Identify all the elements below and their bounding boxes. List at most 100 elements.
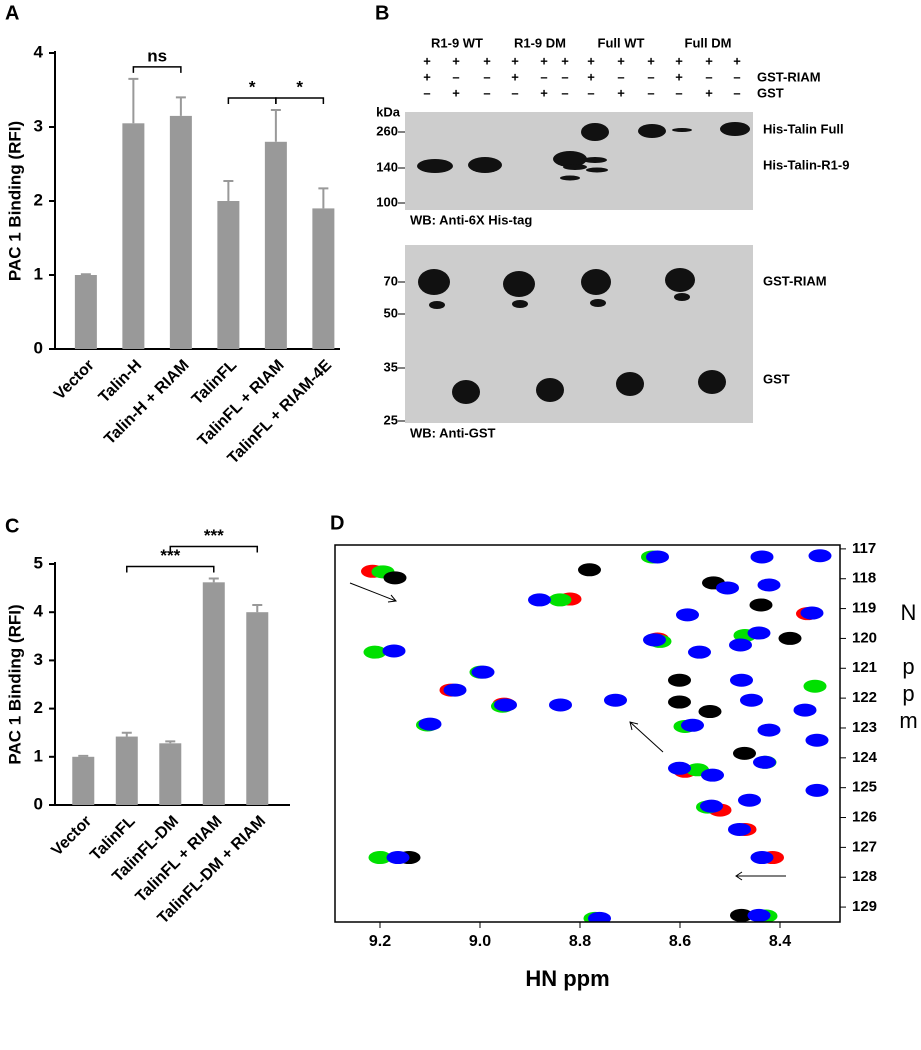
marker-label: 260 — [376, 123, 398, 138]
y-tick-label: 4 — [34, 42, 44, 61]
x-tick-label: TalinFL + RIAM — [195, 357, 288, 450]
peak — [738, 793, 761, 807]
x-axis-label: HN ppm — [525, 966, 609, 991]
error-bar — [223, 180, 234, 201]
significance-label: ns — [147, 46, 167, 65]
lane-sign: + — [423, 69, 431, 84]
peak — [716, 581, 739, 595]
peak — [386, 851, 410, 865]
y-tick-label: 129 — [852, 898, 877, 915]
peak — [701, 768, 724, 782]
lane-sign: + — [511, 69, 519, 84]
band-label: His-Talin-R1-9 — [763, 157, 849, 172]
y-tick-label: 117 — [852, 540, 876, 557]
error-bar — [175, 96, 186, 116]
bar — [217, 201, 240, 349]
y-tick-label: 1 — [34, 264, 43, 283]
peak — [805, 733, 829, 747]
y-axis-label: PAC 1 Binding (RFI) — [5, 121, 24, 281]
wb-label: WB: Anti-6X His-tag — [410, 212, 532, 227]
peak — [740, 693, 763, 707]
y-tick-label: 4 — [34, 602, 44, 621]
marker-label: 35 — [384, 359, 398, 374]
x-tick-label: Vector — [51, 357, 98, 404]
lane-sign: – — [587, 85, 594, 100]
significance-label: *** — [204, 526, 224, 545]
peak — [383, 571, 407, 585]
shift-arrows — [349, 582, 786, 881]
peak — [778, 631, 802, 645]
peak — [643, 633, 666, 647]
y-tick-label: 1 — [34, 746, 43, 765]
peak — [548, 593, 572, 607]
y-tick-label: 123 — [852, 719, 877, 736]
lane-sign: – — [561, 69, 568, 84]
peak — [668, 673, 691, 687]
bar — [115, 736, 138, 805]
y-axis-label: N ppm — [896, 600, 921, 735]
error-bar — [318, 187, 329, 209]
marker-label: 140 — [376, 159, 398, 174]
lane-sign: – — [483, 85, 490, 100]
significance-label: * — [249, 77, 256, 96]
lane-sign: – — [483, 69, 490, 84]
y-tick-label: 122 — [852, 689, 877, 706]
plot-frame — [334, 544, 841, 923]
lane-sign: – — [540, 69, 547, 84]
peak — [646, 550, 669, 564]
error-bar — [128, 77, 139, 124]
y-tick-label: 0 — [34, 794, 43, 813]
significance-bracket — [169, 545, 259, 553]
bar — [122, 123, 145, 349]
significance-bracket — [275, 97, 325, 104]
significance-bracket — [132, 66, 182, 73]
y-tick-label: 118 — [852, 570, 876, 587]
lane-sign: – — [647, 69, 654, 84]
lane-group: R1-9 DM — [514, 35, 566, 50]
peak — [803, 679, 827, 693]
peak — [668, 761, 691, 775]
peak — [750, 550, 774, 564]
lane-sign: – — [561, 85, 568, 100]
lane-sign: + — [675, 69, 683, 84]
band-label: His-Talin Full — [763, 121, 844, 136]
unit-label: kDa — [376, 104, 401, 119]
peak — [733, 746, 756, 760]
lane-sign: + — [617, 53, 625, 68]
bar — [72, 756, 95, 805]
peak — [528, 593, 551, 607]
marker-label: 25 — [384, 412, 398, 427]
peak — [578, 563, 601, 577]
y-tick-label: 3 — [34, 650, 43, 669]
y-tick-label: 125 — [852, 779, 877, 796]
marker-label: 70 — [384, 273, 398, 288]
row-label: GST-RIAM — [757, 69, 821, 84]
x-tick-label: 9.2 — [369, 933, 391, 950]
lane-group: Full WT — [598, 35, 645, 50]
peak — [700, 799, 723, 813]
peak — [676, 608, 699, 622]
peak — [471, 665, 495, 679]
peak — [800, 606, 824, 620]
peak — [728, 822, 751, 836]
marker-label: 50 — [384, 305, 398, 320]
peak — [747, 626, 771, 640]
error-bar — [121, 731, 132, 737]
peak — [747, 908, 771, 922]
marker-label: 100 — [376, 194, 398, 209]
peak — [757, 578, 781, 592]
lane-sign: + — [452, 85, 460, 100]
panel-label: A — [5, 2, 19, 24]
lane-sign: + — [540, 53, 548, 68]
peak — [688, 645, 711, 659]
panel-label: D — [330, 512, 344, 534]
significance-label: *** — [160, 546, 180, 565]
wb-label: WB: Anti-GST — [410, 425, 495, 440]
bar — [246, 612, 269, 805]
significance-bracket — [126, 565, 215, 573]
lane-group: Full DM — [685, 35, 732, 50]
peak — [418, 717, 442, 731]
lane-sign: + — [733, 53, 741, 68]
